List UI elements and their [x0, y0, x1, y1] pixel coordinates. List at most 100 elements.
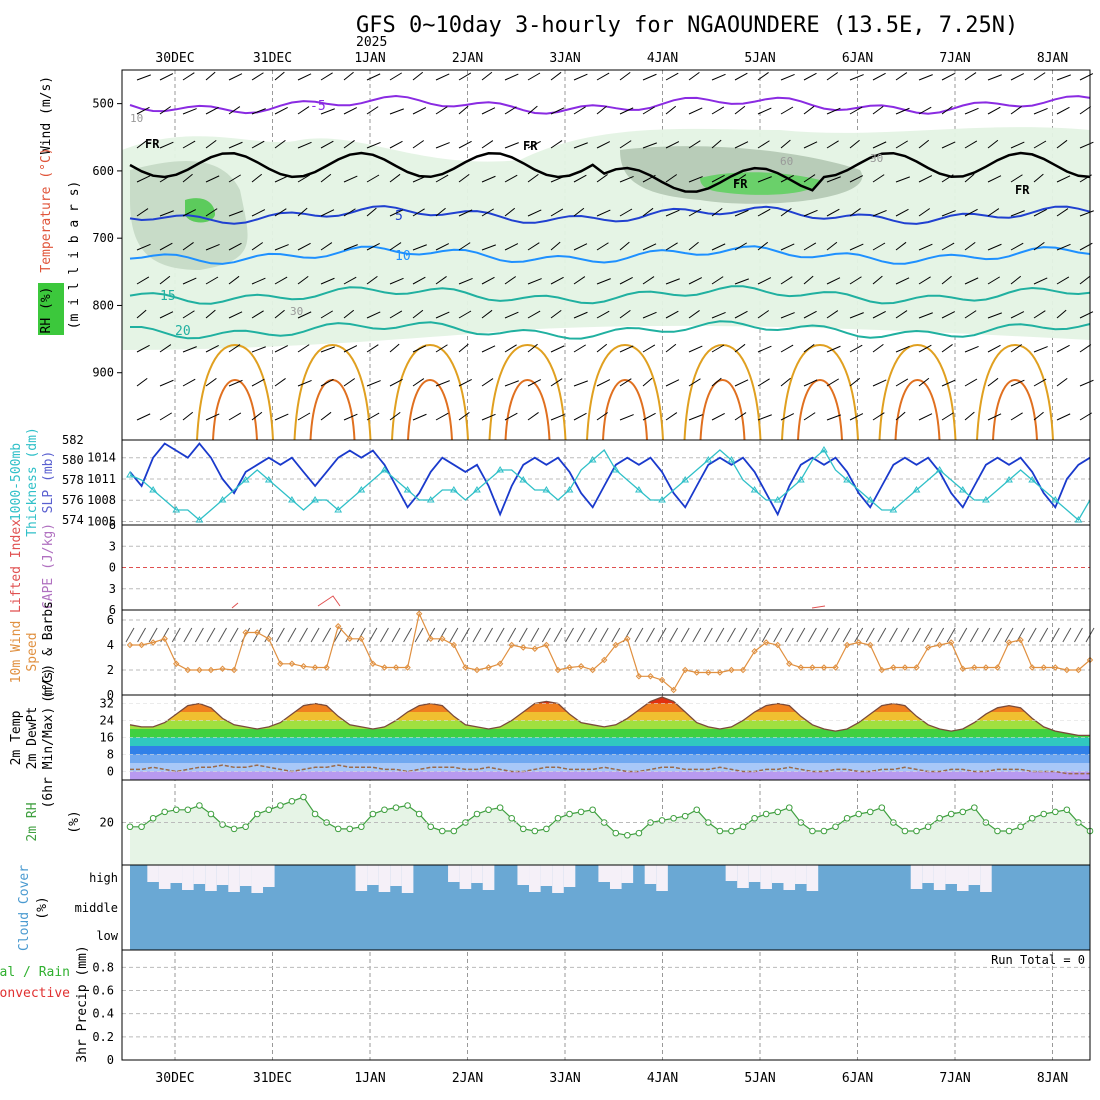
wind-barb — [251, 411, 263, 421]
wind-barb — [504, 73, 519, 81]
wind-barb — [504, 106, 517, 115]
lifted-tick-label: 3 — [109, 582, 116, 596]
rh-contour-label: 30 — [290, 305, 303, 318]
wind-barb — [1033, 72, 1046, 81]
wind-barb — [665, 105, 677, 115]
wind-speed-marker — [415, 610, 423, 617]
thickness-marker — [449, 486, 458, 493]
cloud-gap — [540, 865, 553, 886]
wind-speed-marker — [566, 664, 573, 671]
wind-speed-marker — [254, 629, 261, 636]
wind-barb — [573, 106, 586, 115]
wind-barb — [297, 174, 311, 183]
date-label-top: 6JAN — [842, 51, 873, 66]
cloud-gap — [598, 865, 611, 882]
wind-barb — [596, 174, 608, 183]
wind-barb — [987, 175, 1002, 183]
wind-speed-marker — [462, 664, 469, 671]
wind-barb — [665, 72, 679, 81]
wind-barb — [780, 276, 793, 285]
wind-barb — [159, 412, 173, 421]
wind-barb — [803, 174, 816, 183]
cloud-gap — [482, 865, 495, 890]
precip-tick-label: 0.2 — [92, 1030, 114, 1044]
wind-barb — [182, 173, 193, 183]
wind-barb — [872, 209, 887, 217]
wind-speed-marker — [473, 666, 481, 674]
wind-speed-marker — [230, 666, 238, 674]
thickness-marker — [403, 486, 412, 493]
rh-marker — [438, 827, 446, 835]
rh-tick-label: 20 — [100, 816, 114, 830]
wind-barb — [688, 140, 701, 149]
rh-marker — [994, 827, 1001, 835]
wind-barb — [1033, 346, 1048, 353]
wind-speed-marker — [554, 666, 562, 674]
wind-barb — [136, 309, 147, 319]
rh-marker — [809, 827, 816, 835]
wind-speed-marker — [277, 660, 284, 667]
slp-tick-label: 1014 — [87, 451, 116, 465]
wind-barb — [389, 277, 404, 285]
wind-barb — [573, 344, 587, 353]
wind-barb — [872, 141, 887, 149]
warm-contour — [488, 343, 567, 441]
wind-barb — [297, 207, 308, 217]
wind-speed-marker — [126, 641, 134, 649]
wind-barb — [228, 242, 242, 251]
rh-marker — [728, 827, 735, 835]
wind-barb — [389, 72, 403, 81]
axis-label-thickness-1: 1000-500mb — [9, 443, 24, 521]
rh-marker — [832, 823, 839, 831]
wind-barb — [665, 278, 680, 285]
wind-barb — [872, 275, 883, 285]
wind-barb — [761, 627, 771, 643]
wind-barb — [964, 411, 975, 421]
wind-barb — [481, 309, 493, 319]
wind-barb — [182, 310, 195, 319]
wind-speed-marker — [716, 669, 724, 676]
wind-speed-marker — [693, 669, 700, 676]
wind-barb — [343, 276, 357, 285]
wind-barb — [849, 208, 861, 217]
rh-marker — [277, 802, 284, 809]
rh-marker — [531, 827, 539, 835]
axis-label-speed: Speed — [25, 632, 40, 671]
wind-barb — [504, 142, 519, 149]
date-label-top: 1JAN — [354, 51, 385, 66]
thickness-marker — [380, 466, 389, 473]
wind-barb — [1056, 139, 1068, 149]
rh-marker — [947, 810, 955, 818]
rh-marker — [716, 827, 724, 835]
wind-barb — [206, 627, 216, 643]
rh-marker — [369, 810, 377, 818]
wind-barb — [642, 276, 655, 285]
wind-barb — [274, 413, 289, 421]
wind-barb — [780, 207, 792, 217]
rh-marker — [1017, 823, 1024, 831]
warm-contour — [976, 343, 1054, 441]
wind-barb — [412, 309, 424, 319]
wind-barb — [527, 310, 541, 319]
wind-barb — [366, 73, 381, 81]
wind-speed-marker — [959, 665, 966, 672]
cloud-gap — [725, 865, 738, 881]
wind-barb — [366, 207, 377, 217]
temp-band — [130, 729, 1090, 738]
wind-speed-marker — [762, 639, 770, 646]
wind-barb — [715, 627, 725, 643]
wind-speed-marker — [681, 666, 689, 674]
rh-marker — [346, 825, 354, 833]
warm-contour — [992, 378, 1038, 441]
wind-barb — [826, 310, 839, 319]
wind-barb — [918, 276, 931, 285]
wind-barb — [1010, 141, 1025, 149]
wind-speed-marker — [1063, 666, 1071, 674]
freezing-label: FR — [523, 139, 538, 153]
wind-barb — [665, 343, 677, 353]
rh-marker — [762, 810, 770, 818]
wind-speed-marker — [265, 635, 273, 642]
rh-marker — [1028, 814, 1036, 822]
wind-barb — [596, 72, 610, 81]
wind-barb — [527, 173, 539, 183]
